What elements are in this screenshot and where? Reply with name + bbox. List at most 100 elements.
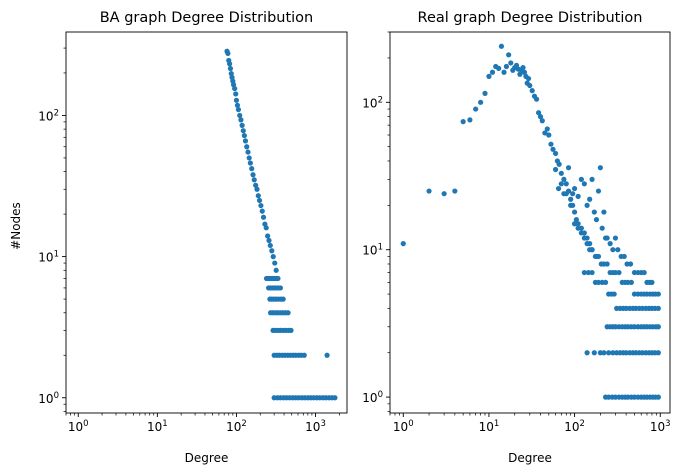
y-tick-label: 101 (38, 250, 59, 265)
data-point (621, 253, 627, 260)
data-point (589, 176, 595, 182)
data-point (288, 327, 294, 334)
y-tick-label: 102 (38, 108, 59, 123)
data-point (649, 279, 655, 286)
data-point (589, 247, 595, 253)
chart-title: BA graph Degree Distribution (100, 10, 314, 26)
data-point (587, 196, 593, 202)
data-point (245, 149, 251, 155)
chart-title: Real graph Degree Distribution (418, 10, 643, 26)
data-point (259, 208, 265, 214)
data-point (604, 261, 610, 267)
data-point (585, 269, 592, 276)
data-point (595, 253, 602, 260)
data-point (641, 269, 647, 276)
data-point (539, 118, 545, 124)
data-point (258, 202, 264, 209)
data-point (655, 305, 661, 311)
data-point (563, 191, 569, 197)
x-tick-label: 100 (393, 419, 414, 434)
data-point (254, 186, 260, 192)
data-point (270, 254, 276, 260)
data-point (655, 394, 661, 400)
data-point (529, 88, 535, 94)
data-point (615, 247, 621, 253)
data-point (260, 214, 267, 220)
x-axis-label: Degree (508, 451, 552, 465)
data-point (627, 261, 634, 267)
data-point (265, 233, 271, 239)
data-point (503, 63, 510, 70)
data-point (272, 260, 278, 266)
data-point (575, 225, 581, 231)
x-tick-label: 103 (650, 419, 671, 434)
data-point (599, 225, 605, 231)
data-point (571, 185, 578, 192)
data-point (589, 269, 595, 276)
data-point (581, 181, 587, 187)
data-point (269, 248, 275, 254)
data-point (597, 165, 603, 171)
data-point (508, 60, 514, 66)
data-point (535, 110, 542, 116)
data-point (496, 65, 502, 71)
data-point (301, 352, 307, 358)
data-point (235, 106, 242, 113)
data-point (256, 197, 263, 204)
data-point (593, 217, 600, 223)
data-point (250, 172, 256, 178)
data-point (573, 217, 580, 223)
plot-frame (389, 31, 671, 414)
x-axis-label: Degree (185, 451, 229, 465)
data-point (571, 209, 578, 215)
x-tick-label: 102 (226, 419, 247, 434)
data-point (275, 275, 281, 282)
data-point (556, 161, 562, 167)
data-point (595, 188, 602, 194)
data-point (601, 350, 607, 356)
data-point (578, 230, 584, 236)
data-point (610, 247, 616, 253)
data-point (324, 352, 330, 358)
data-point (616, 269, 622, 276)
data-point (237, 112, 243, 119)
data-point (285, 310, 291, 316)
scatter-points (400, 43, 661, 400)
data-point (591, 350, 597, 356)
data-point (520, 65, 526, 71)
data-point (225, 50, 231, 57)
data-point (255, 193, 261, 199)
data-point (233, 91, 239, 97)
data-point (241, 132, 247, 139)
x-tick-label: 101 (147, 419, 168, 434)
data-point (655, 291, 661, 297)
data-point (280, 296, 286, 302)
data-point (266, 237, 272, 244)
data-point (482, 90, 488, 96)
data-point (277, 285, 284, 291)
data-point (452, 188, 458, 194)
data-point (563, 181, 569, 187)
data-point (602, 279, 609, 286)
data-point (581, 269, 587, 276)
data-point (552, 150, 559, 157)
data-point (233, 97, 240, 103)
data-point (460, 119, 466, 125)
scatter-points (224, 48, 338, 401)
data-point (227, 61, 233, 67)
data-point (565, 165, 572, 171)
data-point (400, 241, 406, 247)
plot-frame (65, 31, 348, 414)
data-point (584, 350, 590, 356)
data-point (568, 202, 574, 208)
data-point (655, 324, 661, 330)
data-point (542, 130, 548, 136)
data-point (558, 181, 564, 187)
y-axis-label: #Nodes (9, 202, 23, 250)
x-tick-label: 103 (305, 419, 326, 434)
x-tick-label: 102 (564, 419, 585, 434)
data-point (246, 155, 252, 161)
data-point (601, 209, 607, 215)
data-point (467, 117, 473, 123)
data-point (584, 202, 590, 208)
